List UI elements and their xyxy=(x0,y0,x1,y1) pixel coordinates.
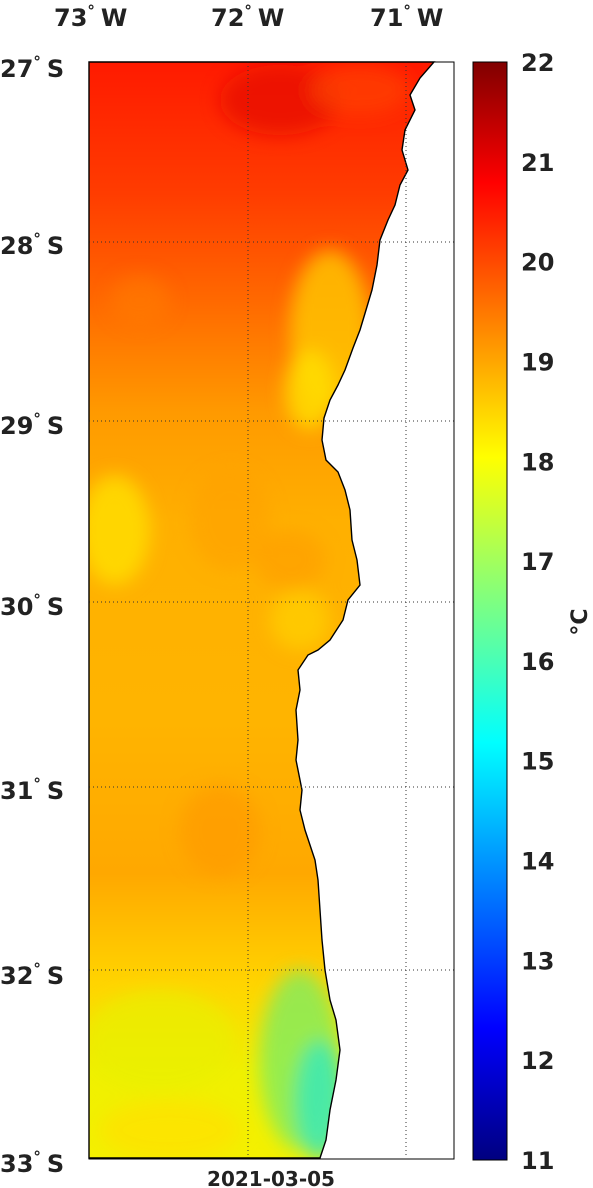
colorbar-tick-label: 21 xyxy=(521,149,554,177)
lat-label-31: 31° S xyxy=(0,775,64,805)
colorbar: 22 21 20 19 18 17 16 15 14 13 12 11 °C xyxy=(472,49,593,1175)
lat-label-32: 32° S xyxy=(0,960,64,990)
colorbar-tick-label: 13 xyxy=(521,947,554,975)
colorbar-tick-label: 16 xyxy=(521,648,554,676)
colorbar-tick-label: 14 xyxy=(521,848,554,876)
colorbar-tick-label: 19 xyxy=(521,348,554,376)
lat-label-27: 27° S xyxy=(0,53,64,83)
lon-label-71: 71° W xyxy=(370,2,443,32)
latitude-labels: 27° S 28° S 29° S 30° S 31° S 32° S 33° S xyxy=(0,53,64,1178)
colorbar-gradient xyxy=(473,62,507,1160)
colorbar-tick-label: 17 xyxy=(521,548,554,576)
colorbar-unit-label: °C xyxy=(568,608,593,635)
colorbar-ticks: 22 21 20 19 18 17 16 15 14 13 12 11 xyxy=(521,49,554,1175)
colorbar-tick-label: 18 xyxy=(521,448,554,476)
lat-label-28: 28° S xyxy=(0,230,64,260)
date-label: 2021-03-05 xyxy=(207,1167,335,1188)
lat-label-29: 29° S xyxy=(0,410,64,440)
colorbar-tick-label: 12 xyxy=(521,1047,554,1075)
lon-label-72: 72° W xyxy=(211,2,284,32)
colorbar-tick-label: 11 xyxy=(521,1147,554,1175)
lat-label-33: 33° S xyxy=(0,1148,64,1178)
graticule xyxy=(89,62,454,1158)
lon-label-73: 73° W xyxy=(54,2,127,32)
colorbar-tick-label: 20 xyxy=(521,249,554,277)
lat-label-30: 30° S xyxy=(0,591,64,621)
plot-border xyxy=(88,61,455,1160)
colorbar-tick-label: 22 xyxy=(521,49,554,77)
colorbar-tick-label: 15 xyxy=(521,748,554,776)
longitude-labels: 73° W 72° W 71° W xyxy=(54,2,443,32)
